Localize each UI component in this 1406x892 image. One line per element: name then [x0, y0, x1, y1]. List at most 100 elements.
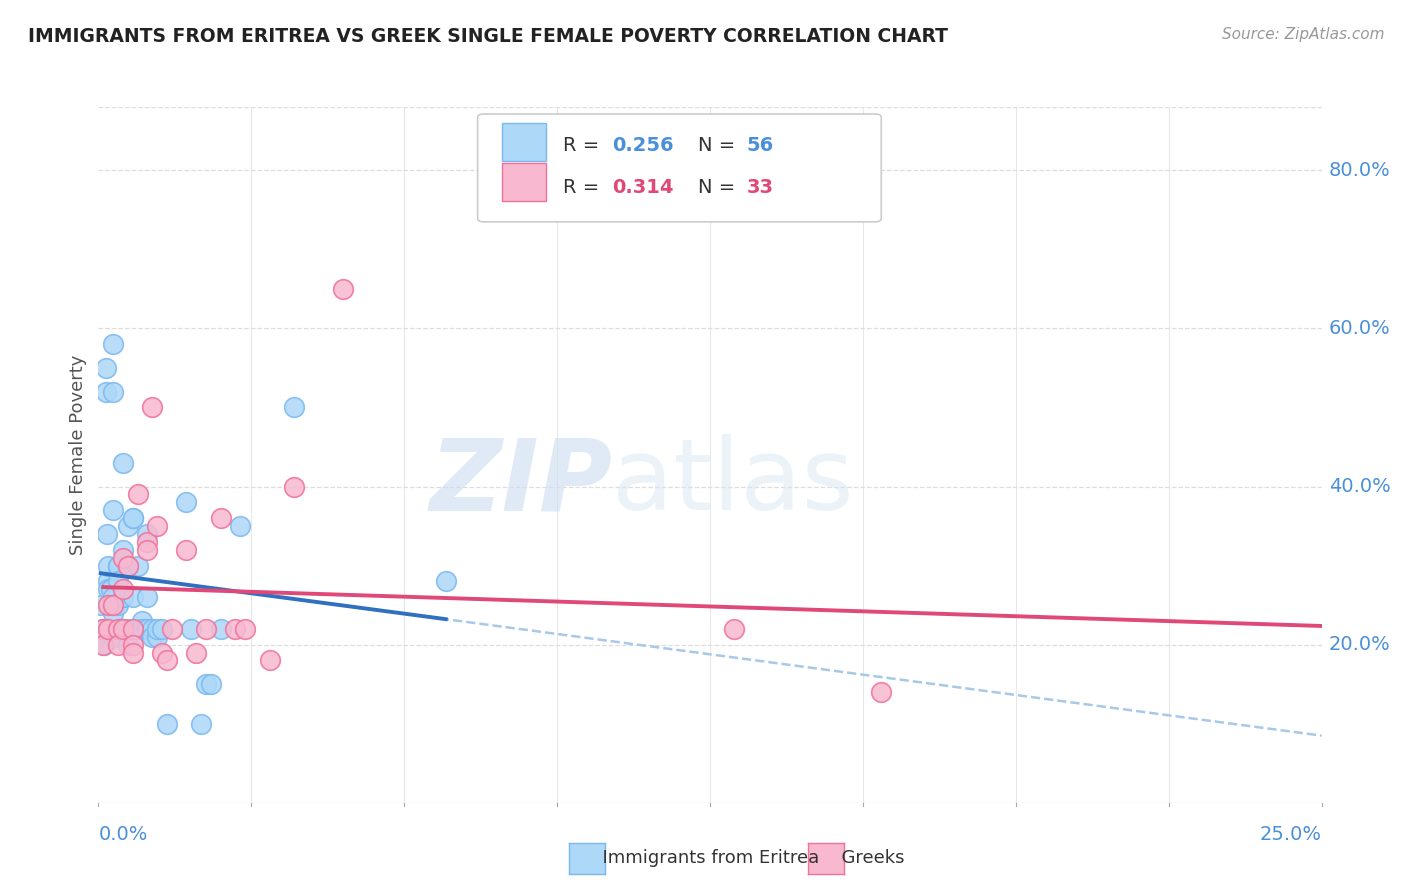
- Point: [121, 622, 143, 636]
- Point: [136, 527, 159, 541]
- Point: [434, 574, 457, 589]
- Point: [111, 591, 134, 605]
- Point: [121, 511, 143, 525]
- Text: 25.0%: 25.0%: [1260, 825, 1322, 844]
- Point: [136, 591, 159, 605]
- Point: [723, 622, 745, 636]
- Text: R =: R =: [564, 178, 606, 196]
- Point: [111, 456, 134, 470]
- Point: [107, 638, 129, 652]
- Point: [195, 677, 218, 691]
- Point: [117, 638, 139, 652]
- Point: [150, 646, 173, 660]
- Text: 20.0%: 20.0%: [1329, 635, 1391, 654]
- Point: [121, 511, 143, 525]
- Text: Immigrants from Eritrea: Immigrants from Eritrea: [591, 849, 818, 867]
- Point: [107, 558, 129, 573]
- Point: [107, 622, 129, 636]
- Point: [97, 598, 120, 612]
- Point: [111, 622, 134, 636]
- FancyBboxPatch shape: [478, 114, 882, 222]
- Point: [121, 646, 143, 660]
- Point: [101, 598, 124, 612]
- Point: [176, 495, 198, 509]
- Point: [91, 638, 114, 652]
- Point: [136, 534, 159, 549]
- Point: [107, 574, 129, 589]
- Text: IMMIGRANTS FROM ERITREA VS GREEK SINGLE FEMALE POVERTY CORRELATION CHART: IMMIGRANTS FROM ERITREA VS GREEK SINGLE …: [28, 27, 948, 45]
- Point: [117, 558, 139, 573]
- Text: Source: ZipAtlas.com: Source: ZipAtlas.com: [1222, 27, 1385, 42]
- Point: [190, 716, 212, 731]
- FancyBboxPatch shape: [502, 123, 546, 161]
- Point: [94, 360, 117, 375]
- FancyBboxPatch shape: [502, 163, 546, 201]
- Point: [127, 622, 149, 636]
- Point: [117, 558, 139, 573]
- Text: N =: N =: [697, 136, 741, 155]
- Point: [131, 622, 153, 636]
- Point: [101, 598, 124, 612]
- Text: R =: R =: [564, 136, 606, 155]
- Point: [91, 622, 114, 636]
- Text: atlas: atlas: [612, 434, 853, 532]
- Text: 0.314: 0.314: [612, 178, 673, 196]
- Point: [117, 519, 139, 533]
- Point: [101, 606, 124, 620]
- Point: [229, 519, 252, 533]
- Point: [146, 622, 169, 636]
- Point: [100, 582, 122, 597]
- Text: Greeks: Greeks: [830, 849, 904, 867]
- Point: [127, 558, 149, 573]
- Point: [141, 630, 163, 644]
- Point: [121, 638, 143, 652]
- Point: [111, 550, 134, 565]
- Point: [107, 558, 129, 573]
- Point: [101, 591, 124, 605]
- Point: [117, 622, 139, 636]
- Point: [93, 638, 115, 652]
- Point: [97, 574, 120, 589]
- Point: [259, 653, 281, 667]
- Point: [150, 622, 173, 636]
- Y-axis label: Single Female Poverty: Single Female Poverty: [69, 355, 87, 555]
- Point: [141, 401, 163, 415]
- Point: [121, 591, 143, 605]
- Text: N =: N =: [697, 178, 741, 196]
- Point: [160, 622, 183, 636]
- Point: [111, 622, 134, 636]
- Point: [136, 622, 159, 636]
- Point: [94, 384, 117, 399]
- Point: [111, 582, 134, 597]
- Point: [224, 622, 246, 636]
- Point: [176, 542, 198, 557]
- Text: 56: 56: [747, 136, 773, 155]
- Point: [131, 614, 153, 628]
- Point: [97, 558, 120, 573]
- Point: [90, 598, 112, 612]
- Point: [283, 401, 305, 415]
- Point: [127, 487, 149, 501]
- Point: [97, 582, 120, 597]
- Point: [146, 630, 169, 644]
- Point: [107, 598, 129, 612]
- Point: [283, 479, 305, 493]
- Point: [101, 384, 124, 399]
- Point: [111, 542, 134, 557]
- Point: [101, 337, 124, 351]
- Point: [209, 622, 232, 636]
- Point: [101, 630, 124, 644]
- Point: [141, 622, 163, 636]
- Text: 60.0%: 60.0%: [1329, 319, 1391, 338]
- Point: [97, 622, 120, 636]
- Point: [91, 622, 114, 636]
- Point: [233, 622, 256, 636]
- Text: 80.0%: 80.0%: [1329, 161, 1391, 180]
- Text: 0.256: 0.256: [612, 136, 673, 155]
- Point: [111, 591, 134, 605]
- Point: [870, 685, 893, 699]
- Point: [96, 527, 118, 541]
- Text: ZIP: ZIP: [429, 434, 612, 532]
- Point: [146, 519, 169, 533]
- Point: [332, 282, 354, 296]
